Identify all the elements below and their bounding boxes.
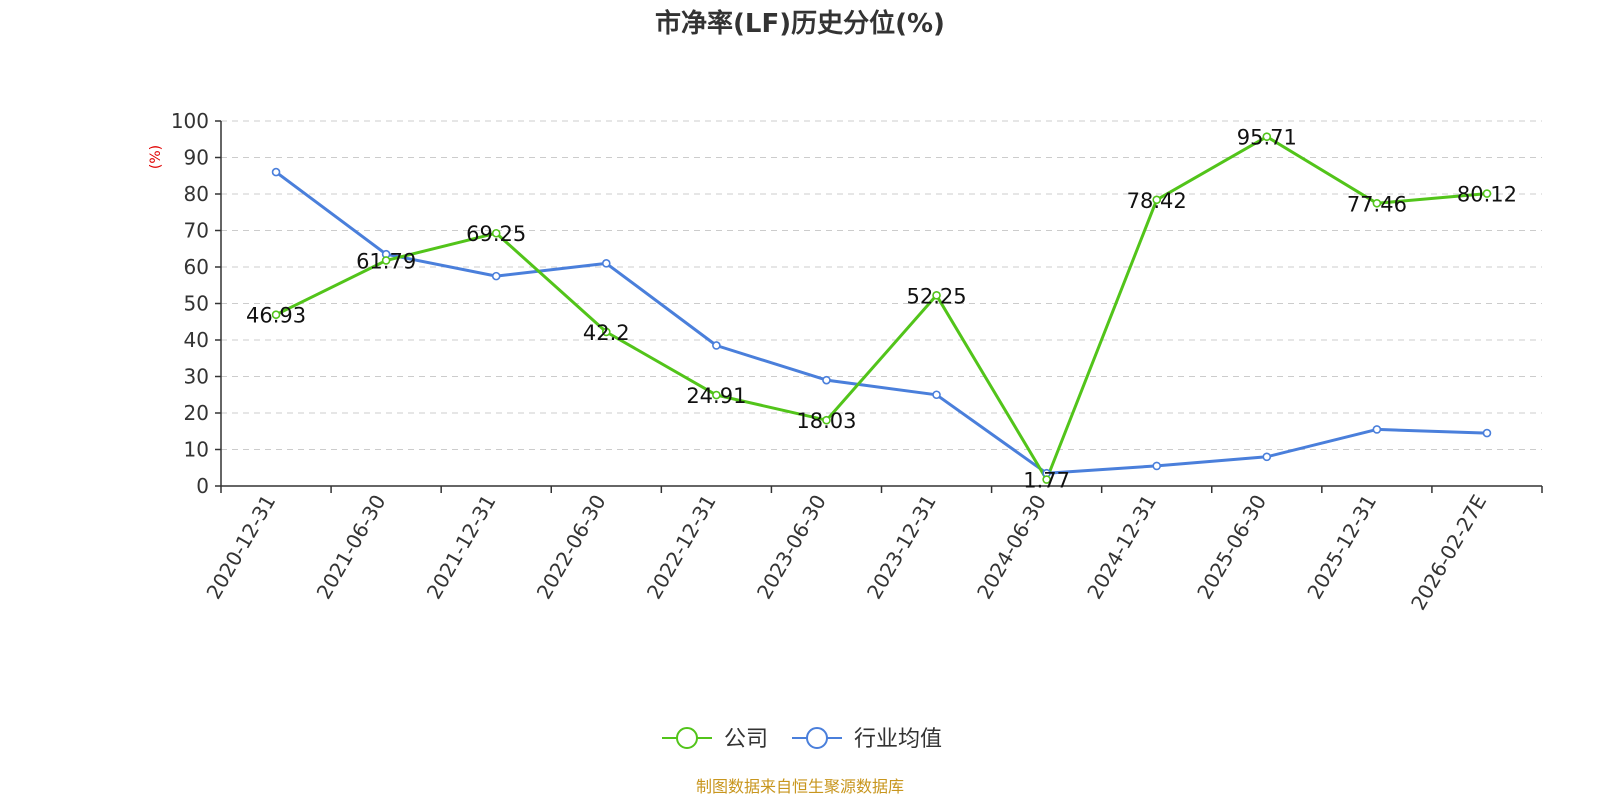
x-tick-label: 2025-06-30	[1192, 491, 1271, 604]
data-label: 78.42	[1127, 189, 1187, 213]
series-points	[271, 132, 1492, 484]
legend-marker	[806, 727, 828, 749]
data-point[interactable]	[1482, 428, 1492, 438]
y-tick-label: 0	[196, 474, 209, 498]
grid-lines	[221, 120, 1542, 450]
data-point[interactable]	[1262, 132, 1272, 141]
y-tick-label: 60	[184, 255, 209, 279]
data-point[interactable]	[822, 415, 831, 425]
x-tick-label: 2026-02-27E	[1406, 491, 1491, 615]
data-label: 52.25	[906, 284, 966, 308]
data-label: 61.79	[356, 249, 416, 273]
legend-item-0[interactable]: 公司	[662, 727, 768, 752]
x-tick-label: 2022-12-31	[642, 491, 721, 604]
data-point[interactable]	[1262, 452, 1272, 462]
x-tick-labels: 2020-12-31 2021-06-30 2021-12-31 2022-06-30…	[201, 491, 1491, 615]
data-point[interactable]	[1152, 461, 1162, 471]
chart-title: 市净率(LF)历史分位(%)	[655, 8, 945, 39]
data-labels: 46.93 61.79 69.25 42.2 24.91 18.03 52.25 1.77 78…	[246, 126, 1517, 493]
data-point[interactable]	[932, 290, 941, 300]
x-tick-label: 2024-12-31	[1082, 491, 1161, 604]
data-point[interactable]	[932, 390, 941, 400]
data-point[interactable]	[601, 327, 611, 337]
x-tick-label: 2020-12-31	[201, 491, 280, 604]
y-tick-labels: 0 10 20 30 40 50 60 70 80 90 100	[171, 109, 209, 498]
data-point[interactable]	[271, 310, 281, 320]
y-tick-label: 90	[184, 146, 209, 170]
data-label: 1.77	[1023, 469, 1070, 493]
data-point[interactable]	[271, 167, 281, 177]
data-label: 77.46	[1347, 192, 1407, 216]
data-point[interactable]	[1152, 195, 1162, 205]
y-tick-label: 40	[184, 328, 209, 352]
legend-label: 行业均值	[854, 727, 942, 752]
y-tick-label: 50	[184, 292, 209, 316]
series-lines	[275, 135, 1488, 481]
y-tick-label: 70	[184, 219, 209, 243]
data-label: 69.25	[466, 222, 526, 246]
x-tick-label: 2025-12-31	[1302, 491, 1381, 604]
y-tick-label: 30	[184, 365, 209, 389]
x-tick-label: 2021-12-31	[422, 491, 501, 604]
data-point[interactable]	[1372, 198, 1382, 208]
x-tick-label: 2023-06-30	[752, 491, 831, 604]
legend[interactable]: 公司 行业均值	[662, 727, 942, 752]
series-line-0	[275, 135, 1488, 481]
data-point[interactable]	[381, 256, 391, 265]
y-tick-label: 80	[184, 182, 209, 206]
x-tick-label: 2023-12-31	[862, 491, 941, 604]
data-label: 80.12	[1457, 183, 1517, 207]
data-point[interactable]	[1482, 189, 1492, 198]
legend-marker	[676, 727, 698, 749]
series-line-1	[275, 170, 1488, 475]
data-point[interactable]	[1372, 425, 1382, 434]
source-note: 制图数据来自恒生聚源数据库	[696, 777, 904, 796]
y-tick-label: 10	[184, 438, 209, 462]
data-point[interactable]	[712, 390, 721, 400]
data-label: 18.03	[796, 409, 856, 433]
y-tick-label: 100	[171, 109, 209, 133]
data-point[interactable]	[712, 341, 721, 350]
y-axis-unit-label: (%)	[148, 145, 164, 169]
data-point[interactable]	[601, 259, 611, 268]
data-point[interactable]	[491, 228, 501, 238]
data-point[interactable]	[491, 271, 501, 281]
data-label: 24.91	[686, 384, 746, 408]
data-point[interactable]	[1042, 475, 1051, 484]
x-tick-label: 2024-06-30	[972, 491, 1051, 604]
axes	[215, 120, 1543, 493]
x-tick-label: 2022-06-30	[532, 491, 611, 604]
legend-label: 公司	[724, 727, 768, 752]
data-label: 46.93	[246, 304, 306, 328]
x-tick-label: 2021-06-30	[312, 491, 391, 604]
data-point[interactable]	[822, 375, 831, 385]
y-tick-label: 20	[184, 401, 209, 425]
legend-item-1[interactable]: 行业均值	[792, 727, 942, 752]
data-label: 42.2	[583, 321, 630, 345]
data-label: 95.71	[1237, 126, 1297, 150]
